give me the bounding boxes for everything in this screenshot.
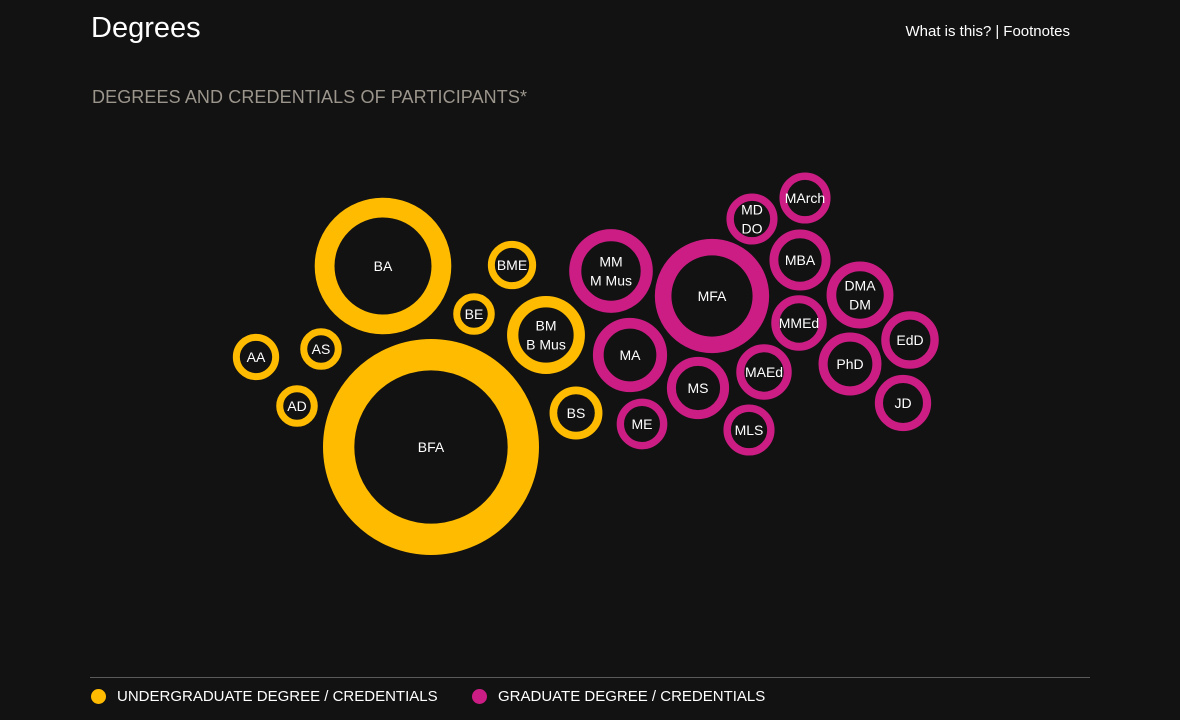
bubble-label: BME: [497, 257, 527, 273]
bubble-dma-dm[interactable]: DMA DM: [826, 261, 894, 329]
bubble-ring: [300, 328, 342, 370]
header-links: What is this? | Footnotes: [880, 23, 1071, 40]
bubble-ring: [323, 339, 539, 555]
bubble-as[interactable]: AS: [300, 328, 342, 370]
bubble-label: MBA: [785, 252, 816, 268]
undergraduate-dot-icon: [91, 689, 106, 704]
bubble-ring: [779, 172, 831, 224]
bubble-label: DO: [742, 221, 763, 237]
graduate-dot-icon: [472, 689, 487, 704]
bubble-md-do[interactable]: MD DO: [726, 193, 778, 245]
legend-item-graduate: GRADUATE DEGREE / CREDENTIALS: [472, 688, 765, 705]
bubble-label: MLS: [735, 422, 764, 438]
bubble-label: AA: [247, 349, 266, 365]
bubble-label: AS: [312, 341, 331, 357]
bubble-label: MFA: [698, 288, 727, 304]
bubble-label: BE: [465, 306, 484, 322]
bubble-ring: [654, 238, 770, 354]
bubble-label: MAEd: [745, 364, 783, 380]
bubble-label: BS: [567, 405, 586, 421]
bubble-mba[interactable]: MBA: [769, 229, 831, 291]
bubble-label: MMEd: [779, 315, 819, 331]
bubble-mls[interactable]: MLS: [723, 404, 775, 456]
bubble-bm-b-mus[interactable]: BM B Mus: [507, 296, 585, 374]
bubble-ring: [314, 197, 452, 335]
bubble-ring: [592, 317, 668, 393]
bubble-ad[interactable]: AD: [276, 385, 318, 427]
bubble-ring: [874, 374, 932, 432]
bubble-ma[interactable]: MA: [592, 317, 668, 393]
bubble-bfa[interactable]: BFA: [323, 339, 539, 555]
bubble-label: MArch: [785, 190, 825, 206]
bubble-ring: [232, 333, 280, 381]
bubble-label: DM: [849, 297, 871, 313]
bubble-mm-m-mus[interactable]: MM M Mus: [569, 229, 653, 313]
bubble-phd[interactable]: PhD: [818, 332, 882, 396]
bubble-ring: [487, 240, 537, 290]
bubble-label: EdD: [896, 332, 923, 348]
bubble-label: BFA: [418, 439, 445, 455]
bubble-mfa[interactable]: MFA: [654, 238, 770, 354]
bubble-ring: [881, 311, 939, 369]
bubble-label: MD: [741, 202, 763, 218]
bubble-label: BM: [536, 318, 557, 334]
bubble-bme[interactable]: BME: [487, 240, 537, 290]
bubble-label: MA: [620, 347, 642, 363]
bubble-chart: BFA BA BM B Mus BS BME AA AS BE AD MFA MM M Mus MA MS D…: [232, 172, 939, 555]
bubble-ring: [723, 404, 775, 456]
bubble-edd[interactable]: EdD: [881, 311, 939, 369]
bubble-march[interactable]: MArch: [779, 172, 831, 224]
bubble-ring: [818, 332, 882, 396]
bubble-label: DMA: [844, 278, 876, 294]
legend-item-undergraduate: UNDERGRADUATE DEGREE / CREDENTIALS: [91, 688, 438, 705]
bubble-bs[interactable]: BS: [549, 386, 603, 440]
bubble-label: MS: [688, 380, 709, 396]
bubble-ring: [736, 344, 792, 400]
bubble-aa[interactable]: AA: [232, 333, 280, 381]
bubble-label: BA: [374, 258, 393, 274]
bubble-ring: [453, 293, 495, 335]
bubble-label: M Mus: [590, 273, 632, 289]
bubble-be[interactable]: BE: [453, 293, 495, 335]
bubble-ring: [276, 385, 318, 427]
link-separator: |: [995, 23, 1000, 40]
bubble-ring: [826, 261, 894, 329]
bubble-ring: [549, 386, 603, 440]
bubble-label: JD: [894, 395, 911, 411]
bubble-ring: [569, 229, 653, 313]
bubble-mmed[interactable]: MMEd: [771, 295, 827, 351]
bubble-ring: [507, 296, 585, 374]
what-is-this-link[interactable]: What is this?: [905, 23, 992, 40]
bubble-ring: [726, 193, 778, 245]
bubble-me[interactable]: ME: [616, 398, 668, 450]
bubble-maed[interactable]: MAEd: [736, 344, 792, 400]
bubble-label: PhD: [836, 356, 863, 372]
legend-divider: [90, 677, 1090, 678]
bubble-ring: [616, 398, 668, 450]
footnotes-link[interactable]: Footnotes: [1003, 23, 1070, 40]
bubble-ring: [771, 295, 827, 351]
bubble-ring: [666, 356, 730, 420]
bubble-jd[interactable]: JD: [874, 374, 932, 432]
legend-label-graduate: GRADUATE DEGREE / CREDENTIALS: [498, 688, 766, 705]
bubble-label: MM: [599, 254, 622, 270]
bubble-label: B Mus: [526, 337, 566, 353]
bubble-label: ME: [632, 416, 653, 432]
bubble-ms[interactable]: MS: [666, 356, 730, 420]
chart-subtitle: DEGREES AND CREDENTIALS OF PARTICIPANTS*: [92, 87, 528, 107]
bubble-ba[interactable]: BA: [314, 197, 452, 335]
page-title: Degrees: [91, 12, 201, 44]
bubble-ring: [769, 229, 831, 291]
legend-label-undergraduate: UNDERGRADUATE DEGREE / CREDENTIALS: [117, 688, 438, 705]
bubble-label: AD: [287, 398, 306, 414]
